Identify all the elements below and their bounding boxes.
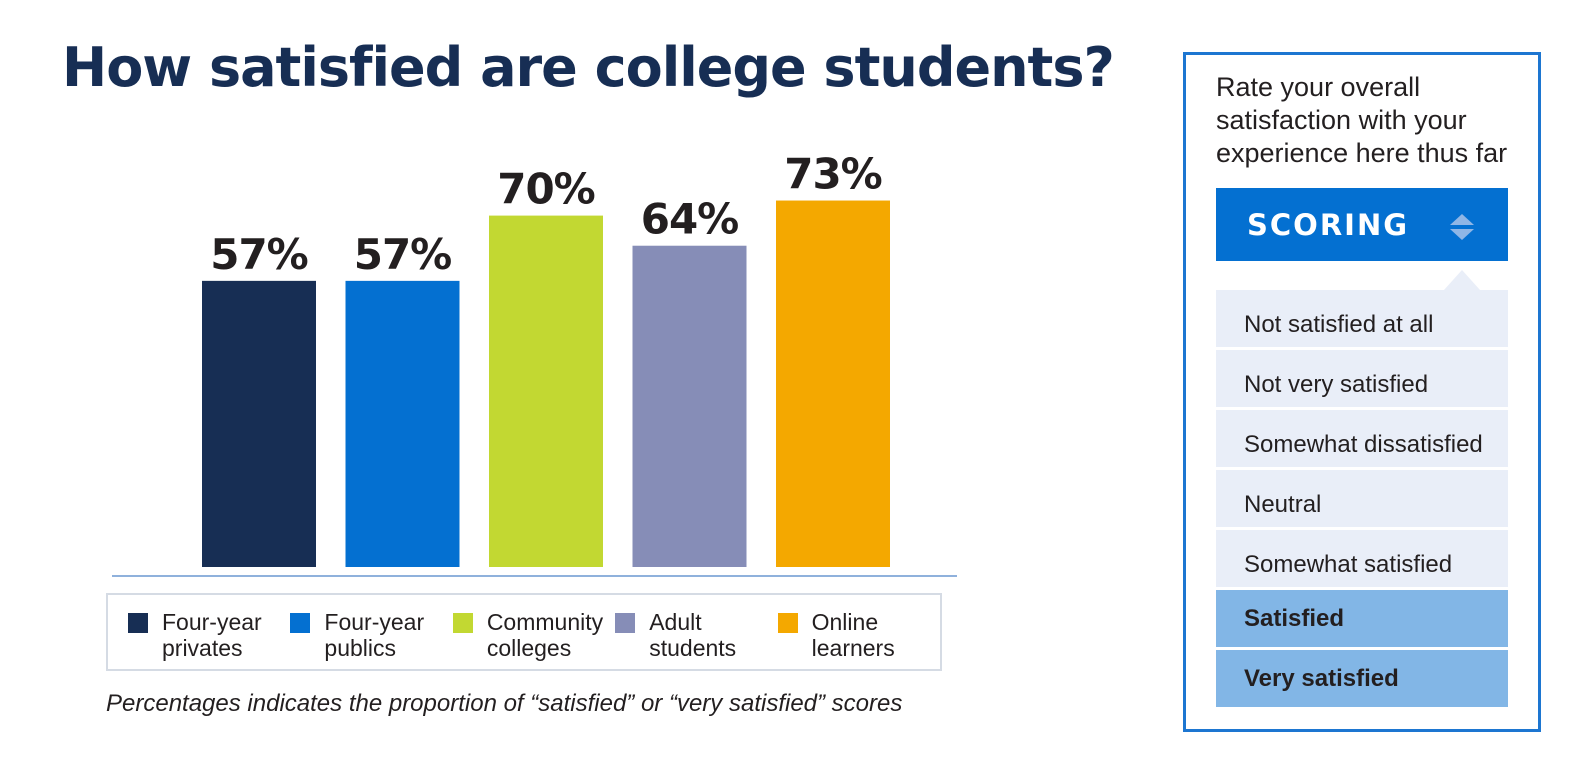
legend-item-four-year-publics: Four-year publics xyxy=(290,609,452,661)
chart-title: How satisfied are college students? xyxy=(62,36,1115,99)
legend-label: Online learners xyxy=(811,609,895,661)
sort-updown-icon xyxy=(1450,214,1474,240)
bar-community-colleges xyxy=(489,215,603,567)
legend-label: Community colleges xyxy=(486,609,604,661)
legend-item-four-year-privates: Four-year privates xyxy=(128,609,290,661)
option-satisfied[interactable]: Satisfied xyxy=(1216,590,1508,647)
option-somewhat-dissatisfied[interactable]: Somewhat dissatisfied xyxy=(1216,410,1508,467)
scoring-label: SCORING xyxy=(1247,207,1410,242)
dropdown-pointer xyxy=(1444,270,1480,290)
bar-online-learners xyxy=(776,200,890,568)
value-label: 57% xyxy=(354,230,452,279)
value-labels-layer: 57% 57% 70% 64% 73% xyxy=(210,150,883,279)
legend-label: Four-year privates xyxy=(162,609,262,661)
legend: Four-year privates Four-year publics Commu… xyxy=(106,593,942,671)
legend-item-community-colleges: Community colleges xyxy=(452,609,615,661)
value-label: 70% xyxy=(497,165,595,214)
legend-swatch xyxy=(128,613,148,633)
option-neutral[interactable]: Neutral xyxy=(1216,470,1508,527)
option-not-very-satisfied[interactable]: Not very satisfied xyxy=(1216,350,1508,407)
footnote: Percentages indicates the proportion of … xyxy=(106,690,903,717)
legend-swatch xyxy=(290,613,311,633)
legend-item-online-learners: Online learners xyxy=(777,609,940,661)
bar-four-year-privates xyxy=(202,280,316,567)
option-not-satisfied-at-all[interactable]: Not satisfied at all xyxy=(1216,290,1508,347)
legend-swatch xyxy=(777,613,798,633)
scoring-panel: Rate your overall satisfaction with your… xyxy=(1183,52,1541,732)
legend-label: Four-year publics xyxy=(324,609,425,661)
legend-swatch xyxy=(452,613,473,633)
option-somewhat-satisfied[interactable]: Somewhat satisfied xyxy=(1216,530,1508,587)
legend-swatch xyxy=(615,613,636,633)
bar-chart: 57% 57% 70% 64% 73% xyxy=(112,150,957,577)
bar-four-year-publics xyxy=(345,280,460,567)
value-label: 57% xyxy=(210,230,308,279)
scoring-options-list: Not satisfied at all Not very satisfied … xyxy=(1216,290,1508,710)
option-very-satisfied[interactable]: Very satisfied xyxy=(1216,650,1508,707)
value-label: 64% xyxy=(641,195,739,244)
survey-question: Rate your overall satisfaction with your… xyxy=(1216,72,1508,168)
value-label: 73% xyxy=(784,150,882,199)
bars-layer xyxy=(202,200,890,568)
scoring-dropdown[interactable]: SCORING xyxy=(1216,188,1508,261)
legend-label: Adult students xyxy=(649,609,737,661)
legend-item-adult-students: Adult students xyxy=(615,609,777,661)
bar-adult-students xyxy=(632,245,747,567)
